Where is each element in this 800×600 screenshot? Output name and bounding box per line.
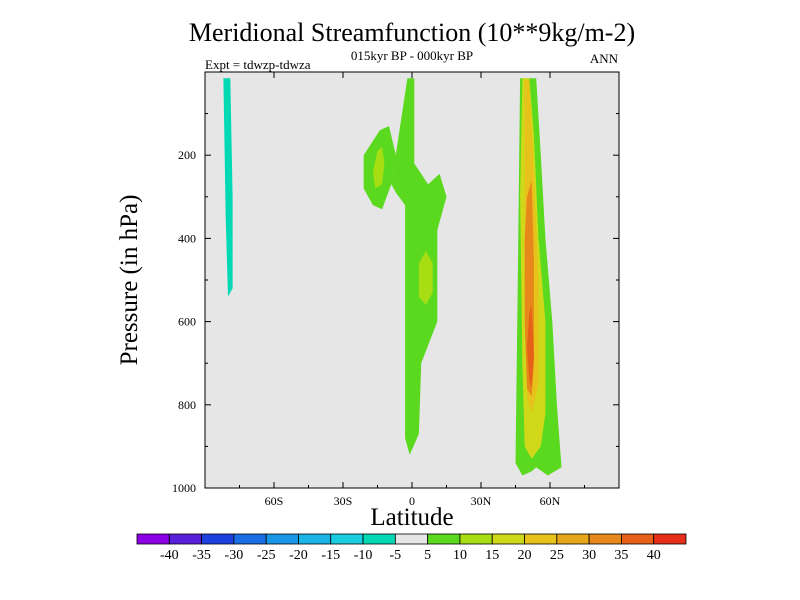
x-tick-label: 30S [334, 494, 353, 508]
y-tick-label: 1000 [172, 481, 196, 495]
colorbar-swatch [459, 533, 493, 545]
x-tick-label: 60N [540, 494, 561, 508]
chart-title: Meridional Streamfunction (10**9kg/m-2) [189, 18, 635, 47]
colorbar-label: 30 [582, 548, 596, 563]
contour-regions [209, 78, 590, 476]
contour-region-nh-highlat-band [568, 78, 590, 397]
colorbar: -40 -35 -30 -25 -20 -15 -10 -5 5 10 15 20 25 30 35 40 [136, 533, 687, 563]
colorbar-label: -35 [192, 548, 211, 563]
colorbar-swatch [491, 533, 525, 545]
x-tick-label: 60S [265, 494, 284, 508]
colorbar-label: -15 [321, 548, 340, 563]
colorbar-label: 40 [647, 548, 661, 563]
x-axis-title: Latitude [370, 504, 453, 531]
y-tick-label: 400 [178, 231, 196, 245]
colorbar-swatch [265, 533, 299, 545]
colorbar-label: -40 [160, 548, 179, 563]
colorbar-swatch [621, 533, 655, 545]
y-tick-label: 200 [178, 148, 196, 162]
colorbar-label: 35 [614, 548, 628, 563]
contour-region-sh-band-thin [248, 78, 254, 397]
contour-region-tropics-nh-lobe-core [372, 146, 385, 189]
contour-region-sh-band-outer [209, 78, 240, 461]
colorbar-swatch [524, 533, 558, 545]
colorbar-swatch [168, 533, 202, 545]
colorbar-label: 25 [550, 548, 564, 563]
x-tick-label: 0 [409, 494, 415, 508]
colorbar-label: -10 [354, 548, 373, 563]
y-axis-title: Pressure (in hPa) [116, 195, 143, 366]
contour-region-tropics-upper-core [418, 250, 433, 305]
chart-subtitle: 015kyr BP - 000kyr BP [351, 48, 473, 63]
colorbar-swatch [298, 533, 332, 545]
contour-region-subtropics-blob [432, 113, 449, 160]
colorbar-label: -20 [289, 548, 308, 563]
x-tick-label: 30N [471, 494, 492, 508]
axis-ticks: 60S 30S 0 30N 60N 200 400 600 800 1000 [172, 72, 619, 508]
colorbar-label: 5 [424, 548, 431, 563]
colorbar-label: 20 [518, 548, 532, 563]
colorbar-label: 15 [485, 548, 499, 563]
y-tick-label: 800 [178, 398, 196, 412]
colorbar-swatch [394, 533, 429, 545]
experiment-label: Expt = tdwzp-tdwza [205, 57, 311, 72]
colorbar-label: -25 [257, 548, 276, 563]
y-tick-label: 600 [178, 315, 196, 329]
colorbar-swatch [201, 533, 235, 545]
colorbar-swatch [233, 533, 267, 545]
colorbar-swatch [653, 533, 687, 545]
colorbar-label: -30 [225, 548, 244, 563]
season-label: ANN [590, 51, 619, 66]
colorbar-swatch [588, 533, 622, 545]
colorbar-swatch [556, 533, 590, 545]
contour-region-sh-band-core [223, 78, 233, 297]
contour-region-nh-jet-peak [527, 305, 534, 389]
colorbar-label: -5 [390, 548, 402, 563]
contour-region-nh-mid-band [467, 165, 488, 422]
colorbar-swatch [362, 533, 396, 545]
colorbar-swatch [427, 533, 461, 545]
colorbar-swatch [136, 533, 170, 545]
colorbar-swatch [330, 533, 364, 545]
colorbar-label: 10 [453, 548, 467, 563]
